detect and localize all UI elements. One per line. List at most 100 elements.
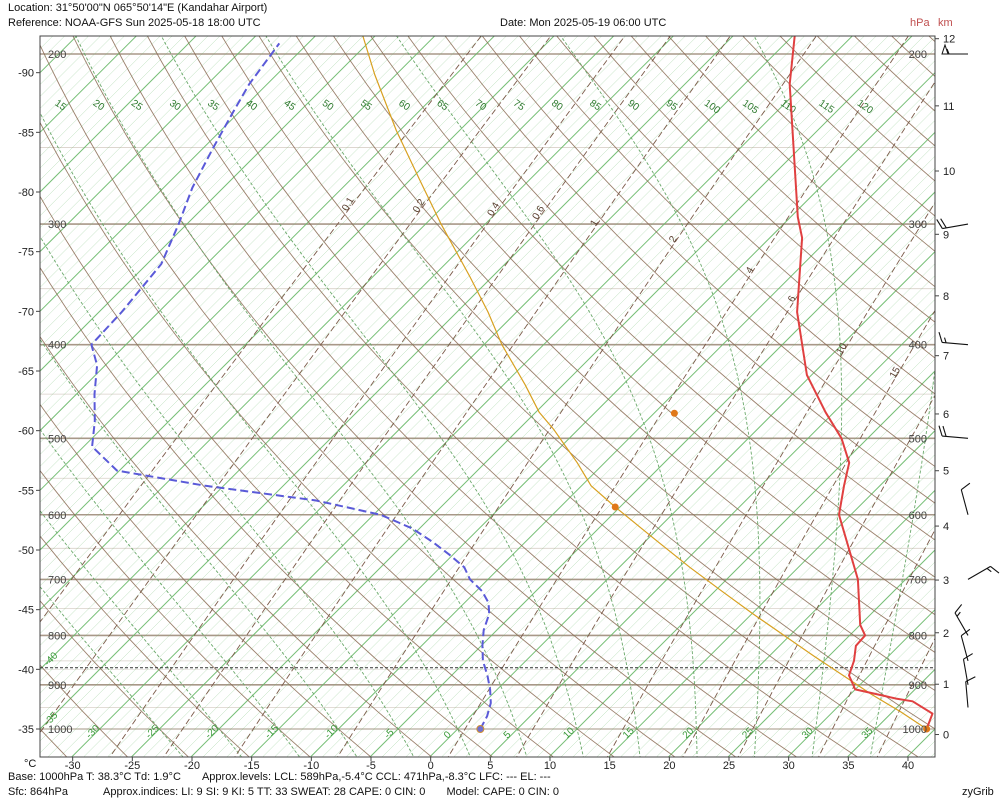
mixing-ratio-line [40, 36, 552, 734]
moist-adiabat [40, 509, 243, 757]
isotherm-minor [679, 501, 935, 757]
dry-adiabat [221, 36, 935, 730]
isotherm-major [369, 191, 935, 757]
pressure-label-left: 700 [48, 574, 66, 586]
isotherm-minor [40, 36, 125, 121]
isotherm-minor [40, 36, 746, 742]
isotherm-minor [572, 394, 935, 757]
isotherm-minor [417, 239, 935, 757]
footer-model: Model: CAPE: 0 CIN: 0 [446, 786, 559, 798]
isotherm-minor [40, 36, 101, 97]
isotherm-minor [0, 10, 19, 762]
wind-barb [954, 604, 969, 636]
dry-adiabat [928, 36, 935, 43]
moist-adiabat [396, 36, 698, 757]
wind-barb-feather [954, 604, 963, 614]
isotherm-minor [40, 36, 710, 706]
isotherm-major [70, 36, 794, 757]
isotherm-minor [40, 36, 650, 646]
mixing-ratio-line [40, 36, 482, 623]
dry-adiabat [40, 535, 250, 757]
isotherm-minor [83, 36, 805, 757]
wind-barb-staff [942, 435, 969, 439]
dry-adiabat-label: 75 [511, 98, 527, 114]
isotherm-minor [632, 454, 935, 757]
isotherm-minor [40, 36, 173, 169]
isotherm-label: -20 [203, 723, 221, 741]
location-line: Location: 31°50'00"N 065°50'14"E (Kandah… [8, 2, 268, 14]
plot-frame [39, 35, 936, 758]
isotherm-minor [715, 537, 935, 757]
dry-adiabat [295, 36, 935, 653]
isotherm-minor [930, 752, 935, 757]
moist-adiabat [160, 36, 584, 757]
isotherm-major [40, 36, 197, 193]
isotherm-major [786, 608, 935, 757]
x-tick-label: 40 [902, 760, 914, 772]
pressure-label-right: 700 [909, 574, 927, 586]
dry-adiabat [109, 36, 798, 757]
moist-adiabat [40, 111, 471, 757]
isotherm-minor [453, 275, 935, 757]
dry-adiabat [40, 195, 554, 757]
dry-adiabat [593, 36, 935, 359]
isotherm-minor [40, 36, 638, 634]
pressure-label-left: 600 [48, 510, 66, 522]
km-label: 6 [943, 409, 949, 421]
mixing-ratio-label: 15 [888, 365, 903, 381]
wind-barb [941, 43, 968, 55]
isotherm-minor [40, 36, 245, 241]
grid-layer [0, 10, 935, 762]
isotherm-minor [0, 10, 55, 762]
wind-barb [938, 331, 969, 346]
x-tick-label: -25 [124, 760, 140, 772]
isotherm-minor [333, 155, 935, 757]
left-axis-label: -85 [18, 127, 34, 139]
isotherm-minor [40, 36, 459, 455]
dewpoint-surface-marker [476, 725, 485, 733]
isotherm-major [40, 36, 257, 253]
date-line: Date: Mon 2025-05-19 06:00 UTC [500, 17, 667, 29]
pressure-label-right: 300 [909, 219, 927, 231]
dry-adiabat [40, 335, 433, 757]
dry-adiabat [705, 36, 935, 252]
dry-adiabat [0, 10, 10, 762]
mixing-ratio-label: 4 [744, 265, 757, 276]
dry-adiabat [407, 36, 935, 541]
pressure-label-left: 400 [48, 340, 66, 352]
isotherm-minor [477, 299, 935, 757]
dry-adiabat [816, 36, 935, 147]
isotherm-major [130, 36, 854, 757]
mixing-ratio-line [109, 36, 626, 757]
mixing-ratio-line [516, 81, 935, 757]
isotherm-label: -40 [42, 650, 60, 668]
wind-barb-feather [965, 676, 976, 683]
km-label: 0 [943, 730, 949, 742]
x-tick-label: -20 [184, 760, 200, 772]
mixing-ratio-line [606, 201, 935, 757]
isotherm-minor [202, 36, 925, 757]
isotherm-minor [178, 36, 901, 757]
isotherm-minor [763, 585, 935, 757]
wind-barb-staff [942, 223, 969, 230]
left-axis-label: -45 [18, 605, 34, 617]
moist-adiabat-label: 30 [811, 761, 827, 777]
dry-adiabat [779, 36, 935, 182]
mixing-ratio-line [234, 36, 731, 757]
left-axis-label: -40 [18, 664, 34, 676]
dry-adiabat [518, 36, 935, 431]
isotherm-minor [381, 203, 935, 757]
x-tick-label: -5 [366, 760, 376, 772]
left-axis-label: -70 [18, 306, 34, 318]
left-axis-label: -65 [18, 366, 34, 378]
dry-adiabat [444, 36, 935, 504]
isotherm-label: -25 [144, 723, 162, 741]
isotherm-minor [894, 716, 935, 757]
isotherm-minor [166, 36, 889, 757]
isotherm-minor [40, 36, 340, 336]
isotherm-minor [40, 36, 531, 527]
isotherm-minor [40, 36, 280, 276]
isotherm-minor [47, 36, 770, 757]
x-tick-label: -15 [244, 760, 260, 772]
wind-barb-half-feather [944, 337, 947, 343]
